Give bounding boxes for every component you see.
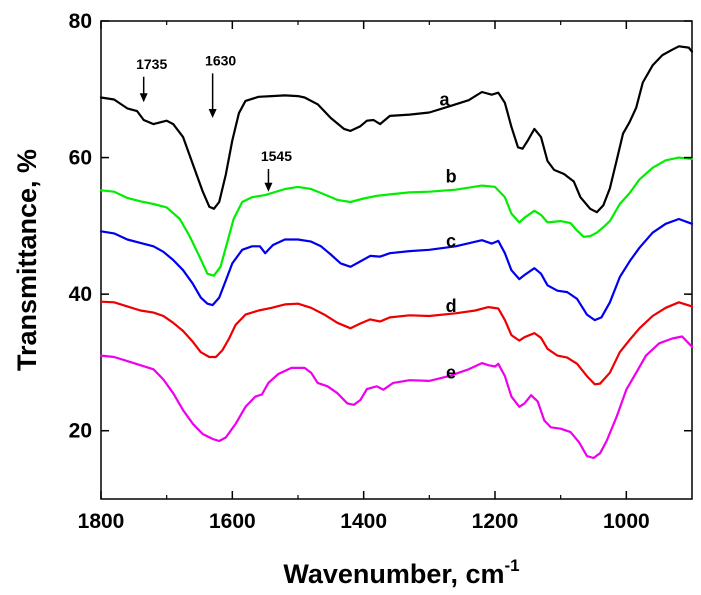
peak-annotations: 1735 1630 1545 [136, 52, 292, 192]
series-labels: a b c d e [439, 90, 456, 383]
annotation-label: 1630 [205, 52, 236, 68]
series-label-c: c [446, 231, 456, 251]
y-tick-label: 20 [69, 420, 92, 443]
plot-area [100, 20, 693, 500]
series-label-b: b [446, 167, 457, 187]
x-axis-title-superscript: -1 [504, 556, 519, 575]
x-tick-label: 1600 [209, 510, 256, 533]
series-lines [99, 45, 694, 460]
series-line-d [99, 300, 694, 386]
series-line-c [99, 217, 694, 322]
series-line-a [99, 45, 694, 214]
x-axis-title: Wavenumber, cm-1 [283, 556, 519, 589]
x-tick-label: 1800 [78, 510, 125, 533]
series-line-b [99, 156, 694, 277]
y-tick-label: 40 [69, 283, 92, 306]
y-tick-label: 60 [69, 147, 92, 170]
x-tick-label: 1200 [472, 510, 519, 533]
annotation-arrow-head [264, 182, 273, 192]
annotation-arrow-head [139, 93, 148, 103]
series-label-d: d [446, 296, 457, 316]
axis-ticks: 1800 1600 1400 1200 1000 20 40 60 80 [69, 10, 692, 533]
series-label-e: e [446, 363, 456, 383]
x-axis-title-text: Wavenumber, cm [283, 559, 504, 589]
y-axis-title: Transmittance, % [12, 149, 42, 371]
annotation-arrow-head [208, 108, 217, 118]
annotation-label: 1545 [261, 148, 292, 164]
x-tick-label: 1400 [340, 510, 387, 533]
series-label-a: a [439, 90, 450, 110]
series-line-e [99, 335, 694, 460]
x-tick-label: 1000 [603, 510, 650, 533]
plot-frame [100, 20, 693, 500]
annotation-label: 1735 [136, 56, 167, 72]
y-tick-label: 80 [69, 10, 92, 33]
